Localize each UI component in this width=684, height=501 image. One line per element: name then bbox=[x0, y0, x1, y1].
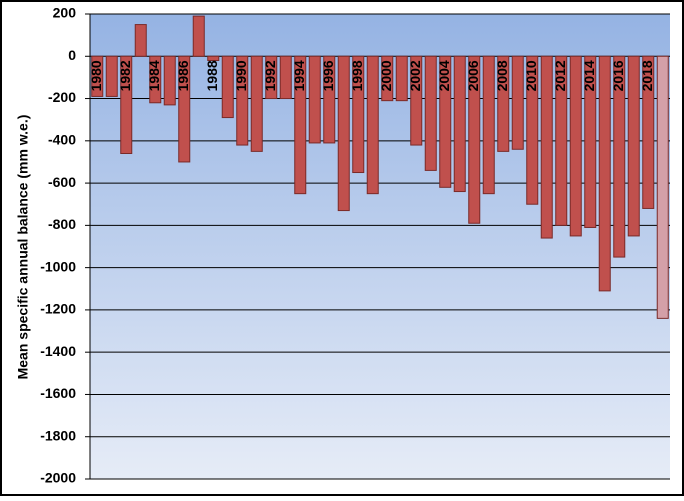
y-tick-label: -2000 bbox=[40, 470, 76, 486]
x-tick-label: 1986 bbox=[175, 60, 191, 91]
bar bbox=[395, 55, 408, 102]
bar bbox=[308, 55, 321, 144]
y-tick-label: -200 bbox=[48, 89, 76, 105]
bar bbox=[265, 55, 278, 100]
bar bbox=[120, 55, 133, 154]
y-tick-label: -1800 bbox=[40, 427, 76, 443]
x-tick-label: 1994 bbox=[291, 60, 307, 91]
y-tick-label: -1600 bbox=[40, 385, 76, 401]
x-tick-label: 1996 bbox=[320, 60, 336, 91]
bar bbox=[366, 55, 379, 195]
bar bbox=[482, 55, 495, 195]
bar bbox=[91, 55, 104, 97]
y-axis-title: Mean specific annual balance (mm w.e.) bbox=[15, 115, 31, 380]
bar bbox=[381, 55, 394, 102]
bar bbox=[279, 55, 292, 100]
bar bbox=[598, 55, 611, 292]
bar bbox=[134, 24, 147, 57]
bar bbox=[497, 55, 510, 152]
x-tick-label: 1990 bbox=[233, 60, 249, 91]
x-tick-label: 1988 bbox=[204, 60, 220, 91]
x-tick-label: 2000 bbox=[378, 60, 394, 91]
x-tick-label: 2018 bbox=[639, 60, 655, 91]
bar bbox=[410, 55, 423, 146]
y-tick-label: -800 bbox=[48, 216, 76, 232]
y-tick-label: -400 bbox=[48, 132, 76, 148]
x-tick-label: 2006 bbox=[465, 60, 481, 91]
bar bbox=[511, 55, 524, 150]
bar bbox=[642, 55, 655, 209]
bar bbox=[105, 55, 118, 97]
bar bbox=[294, 55, 307, 195]
x-tick-label: 2002 bbox=[407, 60, 423, 91]
x-tick-label: 2010 bbox=[523, 60, 539, 91]
y-tick-label: 0 bbox=[68, 47, 76, 63]
bar bbox=[627, 55, 640, 237]
bar bbox=[584, 55, 597, 228]
x-tick-label: 2014 bbox=[581, 60, 597, 91]
bar bbox=[569, 55, 582, 237]
x-tick-label: 1984 bbox=[146, 60, 162, 91]
x-tick-label: 1982 bbox=[117, 60, 133, 91]
bar bbox=[439, 55, 452, 188]
bar bbox=[178, 55, 191, 163]
x-tick-label: 2012 bbox=[552, 60, 568, 91]
bar bbox=[613, 55, 626, 258]
bar bbox=[250, 55, 263, 152]
bar bbox=[221, 55, 234, 119]
x-tick-label: 1980 bbox=[88, 60, 104, 91]
x-tick-label: 2008 bbox=[494, 60, 510, 91]
bar bbox=[192, 15, 205, 57]
y-tick-label: -1200 bbox=[40, 301, 76, 317]
bar bbox=[163, 55, 176, 106]
bar bbox=[468, 55, 481, 224]
bar bbox=[656, 55, 669, 319]
bar bbox=[526, 55, 539, 205]
x-tick-label: 1992 bbox=[262, 60, 278, 91]
y-tick-label: 200 bbox=[53, 5, 77, 21]
x-tick-label: 2004 bbox=[436, 60, 452, 91]
y-tick-label: -600 bbox=[48, 174, 76, 190]
y-tick-label: -1000 bbox=[40, 258, 76, 274]
bar bbox=[352, 55, 365, 174]
bar bbox=[323, 55, 336, 144]
x-tick-label: 1998 bbox=[349, 60, 365, 91]
x-tick-label: 2016 bbox=[610, 60, 626, 91]
bar bbox=[453, 55, 466, 193]
bar bbox=[424, 55, 437, 171]
bar bbox=[540, 55, 553, 239]
bar bbox=[555, 55, 568, 226]
bar bbox=[236, 55, 249, 146]
bar bbox=[207, 55, 220, 62]
bar bbox=[337, 55, 350, 212]
bar bbox=[149, 55, 162, 104]
y-tick-label: -1400 bbox=[40, 343, 76, 359]
